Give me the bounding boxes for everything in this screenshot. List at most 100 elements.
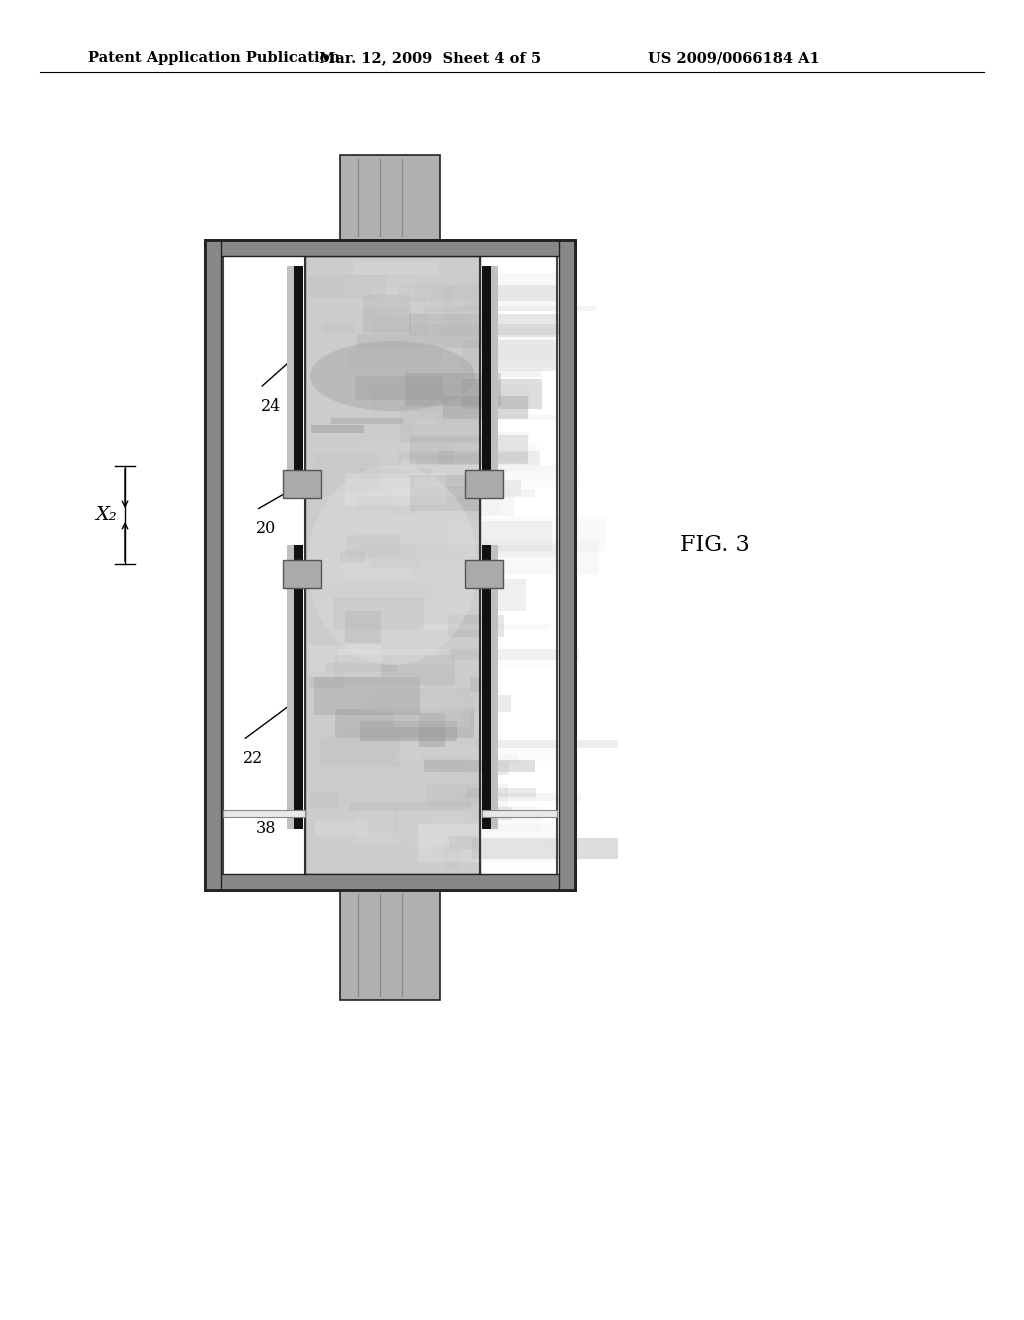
- Bar: [325, 663, 396, 672]
- Bar: [308, 849, 475, 873]
- Bar: [205, 240, 575, 890]
- Bar: [443, 578, 526, 611]
- Bar: [422, 302, 488, 321]
- Bar: [360, 721, 457, 742]
- Bar: [311, 581, 432, 599]
- Bar: [392, 697, 470, 726]
- Bar: [464, 763, 509, 775]
- Bar: [287, 545, 294, 829]
- Bar: [397, 285, 557, 301]
- Bar: [362, 442, 397, 462]
- Bar: [205, 240, 221, 890]
- Bar: [400, 432, 529, 437]
- Bar: [316, 830, 457, 843]
- Bar: [465, 560, 503, 587]
- Bar: [335, 709, 474, 738]
- Bar: [378, 259, 401, 288]
- Bar: [347, 348, 443, 367]
- Bar: [471, 807, 512, 820]
- Bar: [205, 240, 575, 256]
- Bar: [433, 325, 577, 337]
- Bar: [422, 414, 565, 420]
- Bar: [470, 677, 487, 693]
- Text: X₂: X₂: [95, 506, 117, 524]
- Bar: [424, 759, 535, 772]
- Bar: [347, 535, 399, 557]
- Text: 22: 22: [243, 750, 263, 767]
- Bar: [368, 488, 536, 498]
- Bar: [427, 784, 508, 807]
- Bar: [443, 698, 475, 726]
- Bar: [482, 810, 557, 817]
- Bar: [399, 805, 542, 832]
- Bar: [456, 793, 581, 801]
- Bar: [346, 277, 415, 308]
- Bar: [418, 624, 549, 630]
- Bar: [340, 890, 440, 1001]
- Bar: [392, 302, 444, 325]
- Bar: [283, 470, 321, 498]
- Bar: [322, 594, 460, 631]
- Bar: [463, 379, 543, 409]
- Bar: [490, 545, 498, 829]
- Bar: [472, 838, 618, 859]
- Bar: [309, 792, 339, 809]
- Bar: [427, 818, 481, 834]
- Bar: [314, 677, 420, 715]
- Bar: [372, 298, 427, 335]
- Bar: [409, 314, 563, 335]
- Bar: [426, 306, 461, 312]
- Bar: [415, 465, 580, 487]
- Bar: [366, 696, 511, 713]
- Bar: [418, 824, 574, 862]
- Bar: [221, 256, 559, 874]
- Bar: [359, 543, 488, 564]
- Bar: [355, 376, 442, 400]
- Text: US 2009/0066184 A1: US 2009/0066184 A1: [648, 51, 820, 65]
- Bar: [447, 327, 554, 367]
- Bar: [308, 276, 386, 298]
- Bar: [309, 644, 381, 677]
- Bar: [443, 834, 459, 870]
- Bar: [205, 240, 575, 890]
- Bar: [205, 874, 575, 890]
- Bar: [404, 374, 501, 407]
- Bar: [460, 579, 474, 612]
- Bar: [490, 267, 498, 495]
- Bar: [294, 545, 303, 829]
- Bar: [334, 655, 456, 685]
- Text: Mar. 12, 2009  Sheet 4 of 5: Mar. 12, 2009 Sheet 4 of 5: [318, 51, 541, 65]
- Bar: [323, 500, 342, 513]
- Bar: [559, 240, 575, 890]
- Ellipse shape: [307, 465, 477, 665]
- Bar: [342, 560, 411, 581]
- Bar: [449, 615, 504, 638]
- Bar: [398, 747, 565, 762]
- Text: 20: 20: [256, 520, 276, 537]
- Bar: [411, 475, 479, 511]
- Bar: [377, 688, 470, 711]
- Bar: [349, 801, 471, 812]
- Bar: [354, 260, 439, 275]
- Bar: [364, 294, 412, 334]
- Bar: [427, 659, 581, 665]
- Bar: [411, 434, 527, 465]
- Bar: [467, 788, 536, 796]
- Bar: [466, 273, 572, 312]
- Bar: [466, 545, 568, 557]
- Bar: [410, 465, 578, 473]
- Bar: [323, 323, 355, 333]
- Bar: [421, 754, 518, 764]
- Bar: [442, 396, 528, 418]
- Bar: [305, 256, 480, 874]
- Bar: [467, 779, 492, 791]
- Bar: [447, 649, 579, 660]
- Bar: [373, 288, 430, 314]
- Bar: [345, 473, 446, 506]
- Bar: [449, 837, 477, 849]
- Bar: [393, 770, 440, 797]
- Bar: [475, 739, 618, 748]
- Bar: [357, 334, 493, 348]
- Bar: [283, 560, 321, 587]
- Text: FIG. 3: FIG. 3: [680, 535, 750, 556]
